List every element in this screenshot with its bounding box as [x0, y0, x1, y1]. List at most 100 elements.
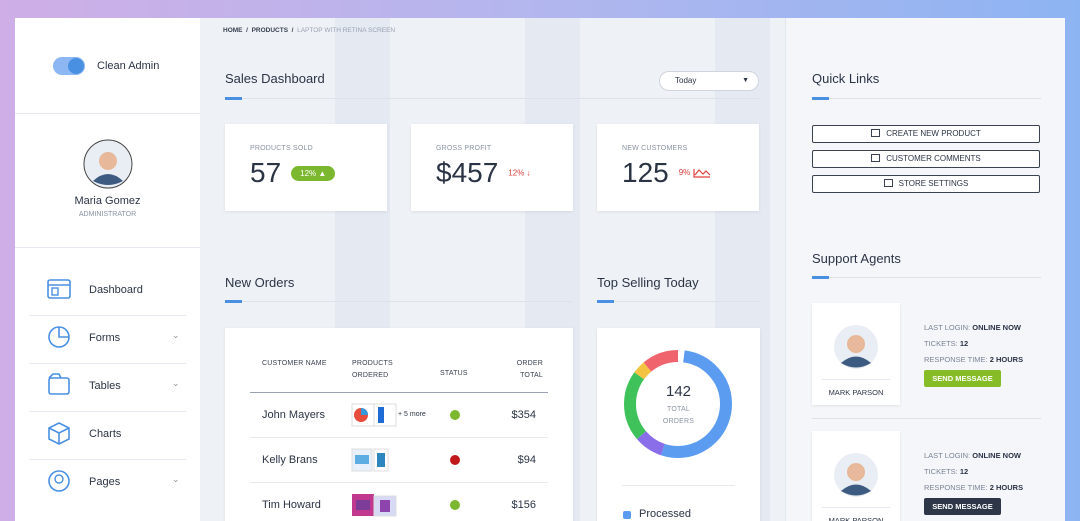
kpi-value: 125 [622, 157, 669, 188]
order-row[interactable]: John Mayers + 5 more $354 [250, 393, 548, 438]
info-label: LAST LOGIN: [924, 323, 971, 332]
divider [622, 485, 735, 486]
agent-name: MARK PARSON [828, 516, 884, 521]
nav-item[interactable]: Forms ⌄ [29, 322, 186, 352]
divider [597, 301, 760, 302]
last-login: LAST LOGIN: ONLINE NOW [924, 451, 1021, 460]
quick-link-button[interactable]: STORE SETTINGS [812, 175, 1040, 193]
divider [812, 98, 1041, 99]
nav-label: Charts [89, 428, 122, 440]
kpi-label: PRODUCTS SOLD [250, 145, 313, 152]
breadcrumb-item[interactable]: PRODUCTS [251, 27, 289, 34]
toggle[interactable] [53, 57, 85, 75]
chevron: ⌄ [172, 474, 180, 484]
sidebar: Clean Admin Maria Gomez ADMINISTRATOR Da… [15, 18, 200, 521]
info-label: RESPONSE TIME: [924, 483, 988, 492]
divider [225, 98, 760, 99]
quick-link-button[interactable]: CUSTOMER COMMENTS [812, 150, 1040, 168]
profile-name: Maria Gomez [74, 195, 141, 207]
column-header: CUSTOMER NAME [262, 360, 327, 367]
info-label: TICKETS: [924, 467, 958, 476]
period-value: Today [675, 76, 697, 85]
nav-item[interactable]: Tables ⌄ [29, 370, 186, 400]
divider [29, 459, 186, 460]
kpi-card: PRODUCTS SOLD 57 12% ▲ [225, 124, 387, 211]
section-title: Support Agents [812, 251, 901, 266]
column-header: PRODUCTS ORDERED [352, 360, 393, 379]
send-message-button[interactable]: SEND MESSAGE [924, 498, 1001, 515]
nav-label: Pages [89, 476, 121, 488]
quick-link-label: CUSTOMER COMMENTS [886, 154, 981, 163]
divider [225, 301, 572, 302]
breadcrumb-item[interactable]: HOME [223, 27, 243, 34]
breadcrumb-separator: / [246, 27, 248, 34]
nav-item[interactable]: Charts [29, 418, 186, 448]
column-header: STATUS [440, 370, 468, 377]
order-row[interactable]: Kelly Brans $94 [250, 438, 548, 483]
info-label: TICKETS: [924, 339, 958, 348]
agent: MARK PARSON LAST LOGIN: ONLINE NOW TICKE… [812, 431, 1041, 521]
divider [812, 418, 1041, 419]
orders-card: CUSTOMER NAME PRODUCTS ORDERED STATUS OR… [225, 328, 573, 521]
order-row[interactable]: Tim Howard $156 [250, 483, 548, 521]
title-underline [812, 97, 829, 100]
legend-label: Processed [639, 508, 691, 520]
change-value: 9% [678, 168, 691, 178]
more-products: + 5 more [398, 411, 426, 418]
info-value: 2 HOURS [989, 483, 1024, 492]
customer-name: John Mayers [262, 409, 325, 421]
nav-icon [48, 470, 70, 492]
change: 12% ↓ [508, 168, 531, 178]
agent-card: MARK PARSON [812, 431, 900, 521]
title-underline [812, 276, 829, 279]
nav-item[interactable]: Pages ⌄ [29, 466, 186, 496]
divider [250, 482, 548, 483]
kpi-card: NEW CUSTOMERS 125 9% [597, 124, 759, 211]
agent-card: MARK PARSON [812, 303, 900, 405]
product-thumbnails [352, 494, 397, 517]
nav-label: Dashboard [89, 284, 143, 296]
info-value: 12 [959, 339, 969, 348]
product-thumbnails [351, 448, 389, 472]
info-value: 12 [959, 467, 969, 476]
divider [15, 113, 200, 114]
section-title: New Orders [225, 275, 295, 290]
profile-role: ADMINISTRATOR [78, 211, 137, 218]
info-value: ONLINE NOW [972, 323, 1021, 332]
product-thumbnails [351, 403, 397, 427]
change: 9% [678, 168, 711, 178]
agent-name: MARK PARSON [828, 388, 884, 397]
nav-item[interactable]: Dashboard [29, 274, 186, 304]
kpi-label: NEW CUSTOMERS [622, 145, 688, 152]
kpi-card: GROSS PROFIT $457 12% ↓ [411, 124, 573, 211]
breadcrumb: HOME / PRODUCTS / LAPTOP WITH RETINA SCR… [223, 27, 395, 34]
quick-link-label: STORE SETTINGS [898, 179, 969, 188]
divider [822, 507, 890, 508]
top-selling-card: 142 TOTAL ORDERS Processed [597, 328, 760, 521]
status-dot [450, 410, 460, 420]
divider [29, 315, 186, 316]
divider [29, 363, 186, 364]
agent-avatar [834, 325, 878, 369]
nav-label: Tables [89, 380, 121, 392]
title-underline [225, 300, 242, 303]
avatar [83, 139, 133, 189]
donut-segment [624, 350, 732, 458]
nav-icon [48, 422, 70, 445]
info-label: LAST LOGIN: [924, 451, 971, 460]
title-underline [597, 300, 614, 303]
divider [822, 379, 890, 380]
period-dropdown[interactable]: Today ▼ [659, 71, 759, 91]
send-message-button[interactable]: SEND MESSAGE [924, 370, 1001, 387]
donut-segment [624, 350, 732, 458]
nav-label: Forms [89, 332, 121, 344]
agent-avatar [834, 453, 878, 497]
brand-name: Clean Admin [97, 60, 160, 72]
donut-segment [624, 350, 732, 458]
kpi-label: GROSS PROFIT [436, 145, 492, 152]
chevron: ⌄ [172, 378, 180, 388]
nav-icon [47, 279, 71, 299]
donut-chart [624, 350, 732, 458]
quick-link-button[interactable]: CREATE NEW PRODUCT [812, 125, 1040, 143]
